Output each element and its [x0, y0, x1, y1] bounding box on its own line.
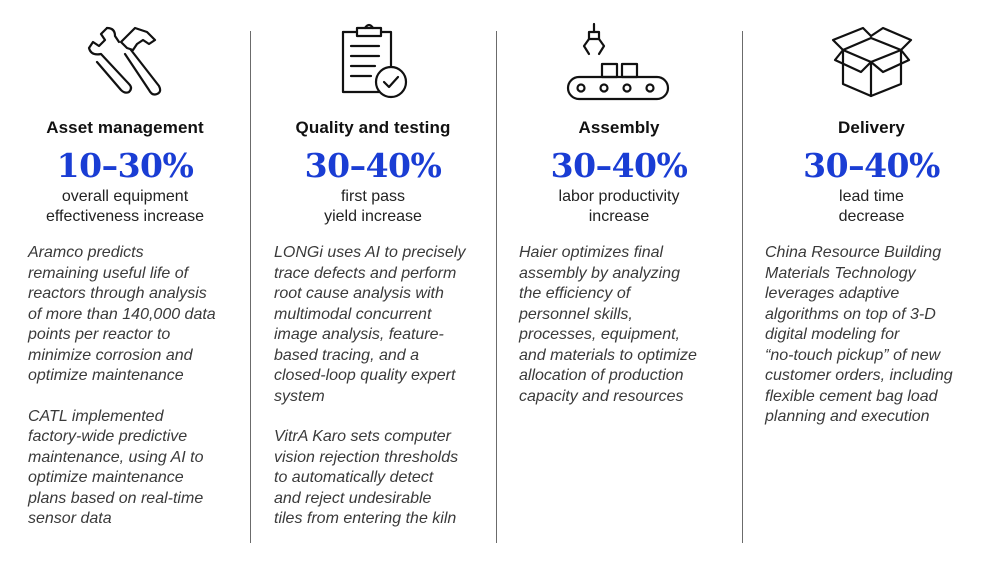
case-paragraph: VitrA Karo sets computer vision rejectio…: [274, 428, 459, 527]
case-paragraph: China Resource Building Materials Techno…: [765, 244, 953, 425]
heading: Assembly: [578, 118, 660, 137]
case-paragraph: Haier optimizes final assembly by analyz…: [519, 244, 697, 405]
case-paragraph: CATL implemented factory-wide predictive…: [28, 407, 204, 528]
column-divider: [742, 31, 743, 543]
column-asset-management: Asset management 10–30% overall equipmen…: [0, 22, 250, 544]
case-examples: Haier optimizes final assembly by analyz…: [496, 243, 742, 407]
column-divider: [250, 31, 251, 543]
case-paragraph: LONGi uses AI to precisely trace defects…: [274, 244, 466, 405]
assembly-line-icon: [566, 22, 670, 101]
metric-label: overall equipment effectiveness increase: [45, 188, 204, 225]
column-quality-testing: Quality and testing 30–40% first pass yi…: [250, 22, 496, 544]
column-delivery: Delivery 30–40% lead time decrease China…: [742, 22, 1001, 544]
impact-stat: 30–40%: [803, 146, 940, 185]
column-assembly: Assembly 30–40% labor productivity incre…: [496, 22, 742, 544]
metric-label: first pass yield increase: [324, 188, 422, 225]
case-examples: China Resource Building Materials Techno…: [742, 243, 1001, 428]
column-divider: [496, 31, 497, 543]
impact-stat: 30–40%: [304, 146, 442, 185]
package-box-icon: [831, 26, 912, 98]
metric-label: labor productivity increase: [558, 188, 680, 225]
heading: Asset management: [46, 118, 204, 137]
metric-label: lead time decrease: [838, 188, 905, 225]
impact-stat: 30–40%: [550, 146, 688, 185]
heading: Quality and testing: [295, 118, 451, 137]
case-examples: LONGi uses AI to precisely trace defects…: [250, 243, 496, 530]
tools-icon: [87, 26, 162, 96]
case-examples: Aramco predicts remaining useful life of…: [0, 243, 250, 530]
clipboard-check-icon: [341, 23, 408, 99]
case-paragraph: Aramco predicts remaining useful life of…: [28, 244, 216, 384]
heading: Delivery: [838, 118, 905, 137]
impact-stat: 10–30%: [56, 146, 194, 185]
